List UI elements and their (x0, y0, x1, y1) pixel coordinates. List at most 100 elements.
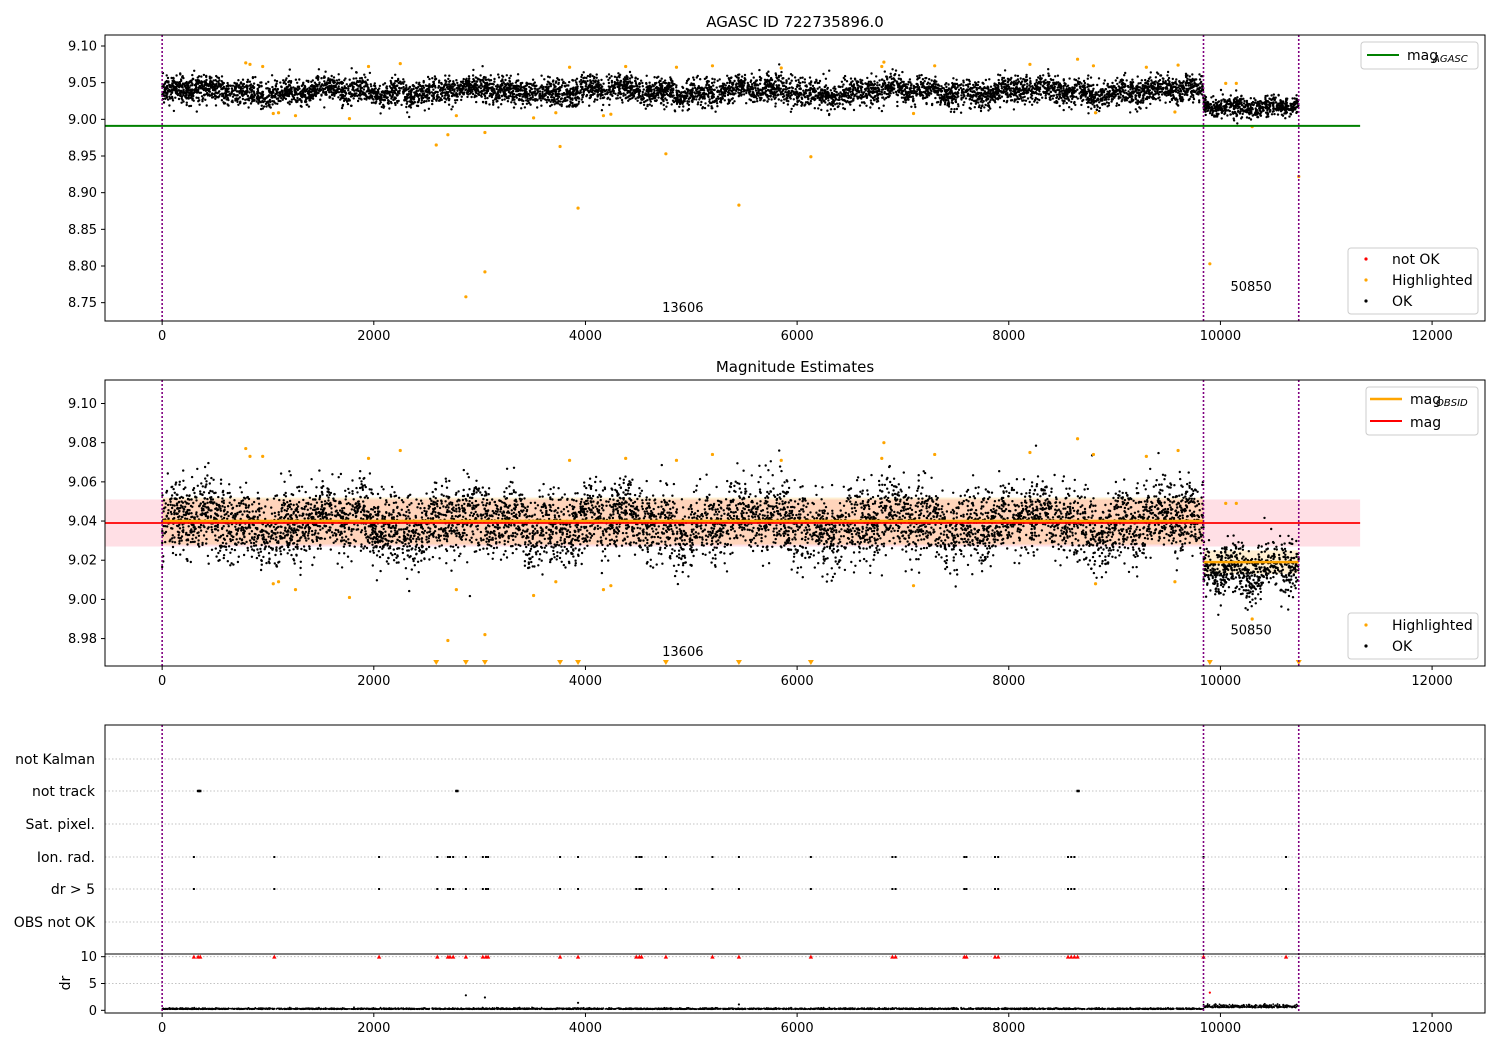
ok-point (829, 108, 833, 111)
ok-point (696, 86, 700, 90)
ok-point (564, 82, 567, 85)
ok-point (784, 85, 788, 89)
ok-point (870, 72, 873, 75)
ok-point (401, 81, 404, 84)
ok-point (271, 103, 274, 106)
ok-point (189, 104, 193, 108)
ok-point (267, 80, 270, 84)
ok-point (513, 101, 516, 104)
ok-point (368, 71, 372, 75)
ok-point (512, 106, 516, 109)
ok-point (440, 83, 443, 86)
ok-point (1171, 93, 1175, 97)
ok-point (1154, 76, 1158, 79)
ok-point (1039, 74, 1042, 78)
ok-point (248, 91, 251, 94)
ok-point (432, 92, 435, 95)
ok-point (892, 91, 895, 95)
ok-point (547, 85, 550, 89)
ok-point (595, 76, 598, 80)
ok-point (787, 77, 790, 80)
ok-point (774, 105, 777, 108)
ok-point (883, 79, 886, 83)
ok-point (869, 106, 872, 109)
ok-point (726, 87, 729, 91)
ok-point (433, 75, 437, 78)
ok-point (308, 86, 311, 90)
ok-point (743, 73, 747, 77)
ok-point (1074, 103, 1077, 107)
ok-point (624, 97, 627, 100)
ok-point (396, 94, 399, 97)
ok-point (441, 94, 444, 98)
ok-point (1131, 81, 1135, 84)
ok-point (972, 83, 975, 87)
ok-point (962, 96, 965, 99)
ok-point (663, 108, 666, 111)
ok-point (726, 81, 729, 85)
ok-point (323, 80, 326, 83)
ok-point (284, 82, 287, 86)
ok-point (171, 99, 175, 102)
ok-point (1136, 110, 1139, 113)
ok-point (984, 78, 988, 82)
ok-point (558, 93, 561, 96)
ok-point (879, 93, 882, 96)
ok-point (834, 87, 837, 91)
ok-point (1082, 79, 1086, 83)
ok-point (1044, 96, 1048, 100)
ok-point (903, 97, 907, 100)
ok-point (299, 104, 302, 108)
ok-point (1039, 78, 1043, 81)
ok-point (423, 109, 426, 112)
ok-point (290, 98, 294, 101)
ok-point (782, 92, 785, 96)
ok-point (175, 74, 178, 77)
ok-point (1028, 77, 1032, 80)
ok-point (988, 78, 991, 81)
ok-point (665, 105, 668, 108)
ok-point (1079, 95, 1083, 98)
ok-point (1140, 79, 1144, 82)
ok-point (268, 98, 272, 102)
ok-point (1076, 88, 1079, 91)
ok-point (543, 78, 546, 81)
ok-point (1172, 96, 1176, 99)
ok-point (311, 97, 315, 100)
ok-point (349, 95, 353, 98)
ok-point (425, 100, 428, 103)
ok-point (929, 92, 933, 95)
ok-point (615, 78, 619, 82)
ok-point (1119, 79, 1123, 82)
ok-point (380, 93, 383, 97)
ok-point (1074, 90, 1077, 93)
ok-point (646, 99, 649, 102)
ok-point (794, 79, 798, 82)
ok-point (366, 78, 369, 82)
ok-point (1129, 81, 1132, 84)
ok-point (955, 107, 959, 111)
ok-point (1037, 76, 1040, 79)
ok-point (887, 81, 890, 84)
ok-point (1093, 95, 1097, 99)
ok-point (350, 92, 353, 96)
ok-point (1146, 82, 1149, 85)
ok-point (618, 88, 621, 91)
ok-point (1154, 80, 1157, 83)
ok-point (1046, 89, 1050, 92)
ok-point (818, 86, 821, 89)
ok-point (1016, 74, 1020, 78)
ok-point (337, 78, 341, 82)
ok-point (350, 67, 353, 70)
ok-point (636, 77, 639, 81)
ok-point (307, 79, 310, 83)
ok-point (509, 74, 512, 78)
ok-point (644, 107, 647, 110)
panel1-title: AGASC ID 722735896.0 (706, 13, 884, 31)
ok-point (876, 98, 879, 102)
ok-point (716, 95, 720, 98)
ok-point (964, 90, 968, 94)
ok-point (394, 79, 397, 83)
ok-point (405, 84, 408, 87)
ok-point (1195, 89, 1198, 92)
